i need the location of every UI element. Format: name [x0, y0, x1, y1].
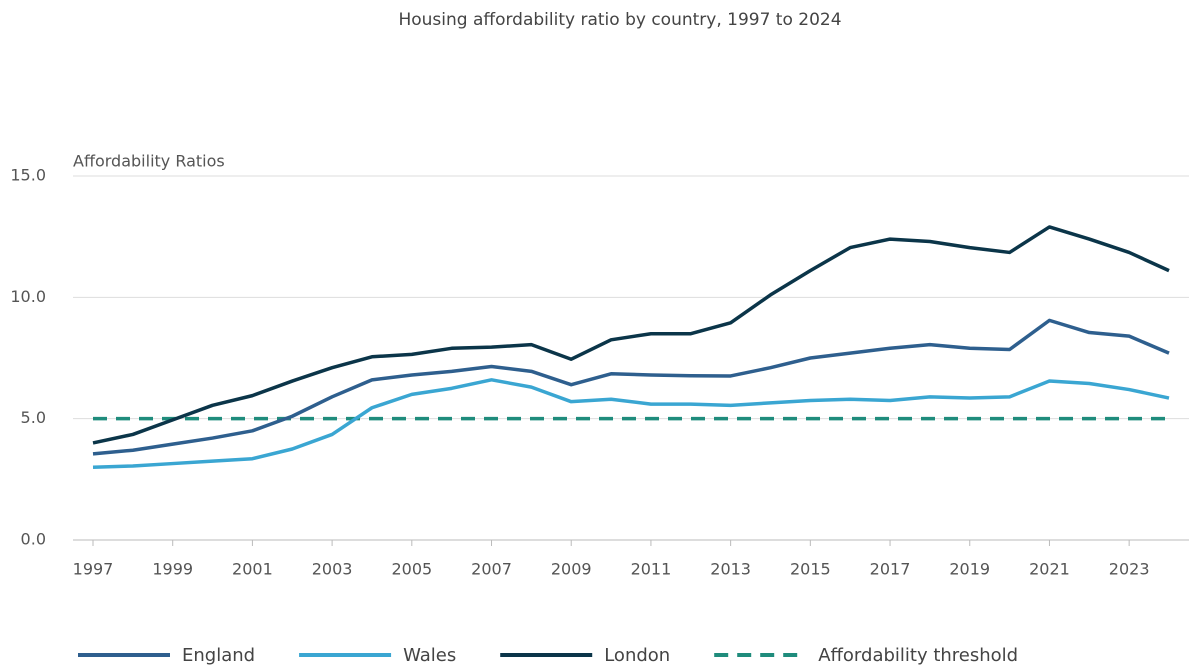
x-tick-label: 2005 — [391, 560, 432, 579]
x-tick-label: 2003 — [312, 560, 353, 579]
series-line — [92, 378, 1170, 469]
x-tick-label: 2013 — [710, 560, 751, 579]
x-tick-label: 2001 — [232, 560, 273, 579]
x-tick-label: 2011 — [631, 560, 672, 579]
chart-title: Housing affordability ratio by country, … — [398, 10, 841, 30]
series-line — [92, 318, 1170, 456]
legend-label: London — [604, 645, 670, 666]
x-tick-label: 2021 — [1029, 560, 1070, 579]
x-tick-label: 2009 — [551, 560, 592, 579]
y-tick-label: 5.0 — [21, 408, 46, 427]
series-line — [92, 225, 1170, 445]
x-tick-label: 2007 — [471, 560, 512, 579]
legend-label: Wales — [403, 645, 456, 666]
x-tick-label: 2017 — [870, 560, 911, 579]
y-axis-label: Affordability Ratios — [73, 152, 225, 171]
x-tick-label: 2019 — [949, 560, 990, 579]
y-tick-label: 15.0 — [10, 166, 46, 185]
legend-label: England — [182, 645, 255, 666]
y-tick-label: 10.0 — [10, 287, 46, 306]
legend-label: Affordability threshold — [818, 645, 1018, 666]
y-tick-label: 0.0 — [21, 530, 46, 549]
x-tick-label: 1997 — [73, 560, 114, 579]
x-tick-label: 1999 — [152, 560, 193, 579]
x-tick-label: 2015 — [790, 560, 831, 579]
x-tick-label: 2023 — [1109, 560, 1150, 579]
